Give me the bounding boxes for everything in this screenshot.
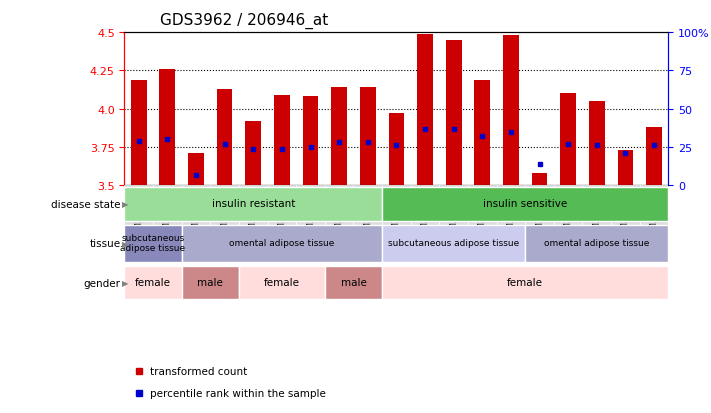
Bar bbox=[646, 128, 662, 186]
Bar bbox=[303, 97, 319, 186]
Bar bbox=[124, 186, 153, 244]
Text: tissue: tissue bbox=[90, 239, 121, 249]
Bar bbox=[388, 114, 405, 186]
Text: GSM395786: GSM395786 bbox=[363, 189, 373, 240]
Bar bbox=[267, 186, 296, 244]
Bar bbox=[124, 188, 382, 221]
Text: GSM395781: GSM395781 bbox=[478, 189, 487, 240]
Bar bbox=[611, 186, 640, 244]
Text: GSM395789: GSM395789 bbox=[564, 189, 572, 240]
Text: omental adipose tissue: omental adipose tissue bbox=[229, 238, 335, 247]
Text: insulin sensitive: insulin sensitive bbox=[483, 199, 567, 209]
Text: GSM395775: GSM395775 bbox=[134, 189, 143, 240]
Bar bbox=[124, 266, 182, 300]
Bar bbox=[525, 225, 668, 262]
Text: GSM395784: GSM395784 bbox=[249, 189, 258, 240]
Text: GSM395785: GSM395785 bbox=[277, 189, 287, 240]
Bar bbox=[532, 173, 547, 186]
Bar bbox=[239, 266, 325, 300]
Text: disease state: disease state bbox=[51, 199, 121, 209]
Bar bbox=[382, 266, 668, 300]
Bar bbox=[245, 122, 261, 186]
Bar bbox=[468, 186, 496, 244]
Bar bbox=[382, 188, 668, 221]
Bar bbox=[274, 96, 290, 186]
Bar bbox=[210, 186, 239, 244]
Text: GSM395791: GSM395791 bbox=[621, 189, 630, 240]
Text: GSM395778: GSM395778 bbox=[392, 189, 401, 240]
Text: transformed count: transformed count bbox=[150, 366, 247, 376]
Bar bbox=[582, 186, 611, 244]
Bar bbox=[182, 225, 382, 262]
Text: GSM395774: GSM395774 bbox=[191, 189, 201, 240]
Text: subcutaneous
adipose tissue: subcutaneous adipose tissue bbox=[120, 233, 186, 252]
Text: GSM395780: GSM395780 bbox=[449, 189, 458, 240]
Text: GSM395792: GSM395792 bbox=[650, 189, 658, 240]
Bar bbox=[554, 186, 582, 244]
Text: female: female bbox=[264, 277, 300, 287]
Text: male: male bbox=[198, 277, 223, 287]
Text: ▶: ▶ bbox=[122, 278, 129, 287]
Text: GSM395776: GSM395776 bbox=[220, 189, 229, 240]
Bar bbox=[382, 225, 525, 262]
Bar bbox=[360, 88, 375, 186]
Bar bbox=[353, 186, 382, 244]
Bar bbox=[439, 186, 468, 244]
Bar bbox=[411, 186, 439, 244]
Bar bbox=[325, 186, 353, 244]
Bar bbox=[417, 35, 433, 186]
Bar bbox=[618, 151, 634, 186]
Bar bbox=[496, 186, 525, 244]
Bar bbox=[159, 70, 175, 186]
Bar bbox=[640, 186, 668, 244]
Text: omental adipose tissue: omental adipose tissue bbox=[544, 238, 649, 247]
Bar bbox=[446, 40, 461, 186]
Bar bbox=[182, 266, 239, 300]
Text: GSM395782: GSM395782 bbox=[506, 189, 515, 240]
Bar bbox=[382, 186, 411, 244]
Bar bbox=[325, 266, 382, 300]
Text: female: female bbox=[135, 277, 171, 287]
Bar bbox=[239, 186, 267, 244]
Bar bbox=[331, 88, 347, 186]
Text: insulin resistant: insulin resistant bbox=[212, 199, 295, 209]
Bar bbox=[124, 225, 182, 262]
Bar bbox=[474, 81, 490, 186]
Bar bbox=[217, 90, 232, 186]
Text: GSM395777: GSM395777 bbox=[163, 189, 172, 240]
Text: male: male bbox=[341, 277, 366, 287]
Bar bbox=[589, 102, 604, 186]
Bar bbox=[131, 81, 146, 186]
Text: female: female bbox=[507, 277, 543, 287]
Text: GDS3962 / 206946_at: GDS3962 / 206946_at bbox=[160, 13, 328, 29]
Text: GSM395787: GSM395787 bbox=[306, 189, 315, 240]
Bar bbox=[153, 186, 182, 244]
Bar bbox=[503, 36, 519, 186]
Text: GSM395783: GSM395783 bbox=[335, 189, 343, 240]
Text: percentile rank within the sample: percentile rank within the sample bbox=[150, 388, 326, 399]
Text: subcutaneous adipose tissue: subcutaneous adipose tissue bbox=[388, 238, 519, 247]
Bar bbox=[296, 186, 325, 244]
Text: gender: gender bbox=[84, 278, 121, 288]
Text: GSM395779: GSM395779 bbox=[420, 189, 429, 240]
Text: ▶: ▶ bbox=[122, 200, 129, 209]
Bar bbox=[525, 186, 554, 244]
Text: ▶: ▶ bbox=[122, 239, 129, 248]
Text: GSM395788: GSM395788 bbox=[535, 189, 544, 240]
Text: GSM395790: GSM395790 bbox=[592, 189, 602, 240]
Bar bbox=[560, 94, 576, 186]
Bar bbox=[182, 186, 210, 244]
Bar bbox=[188, 154, 204, 186]
